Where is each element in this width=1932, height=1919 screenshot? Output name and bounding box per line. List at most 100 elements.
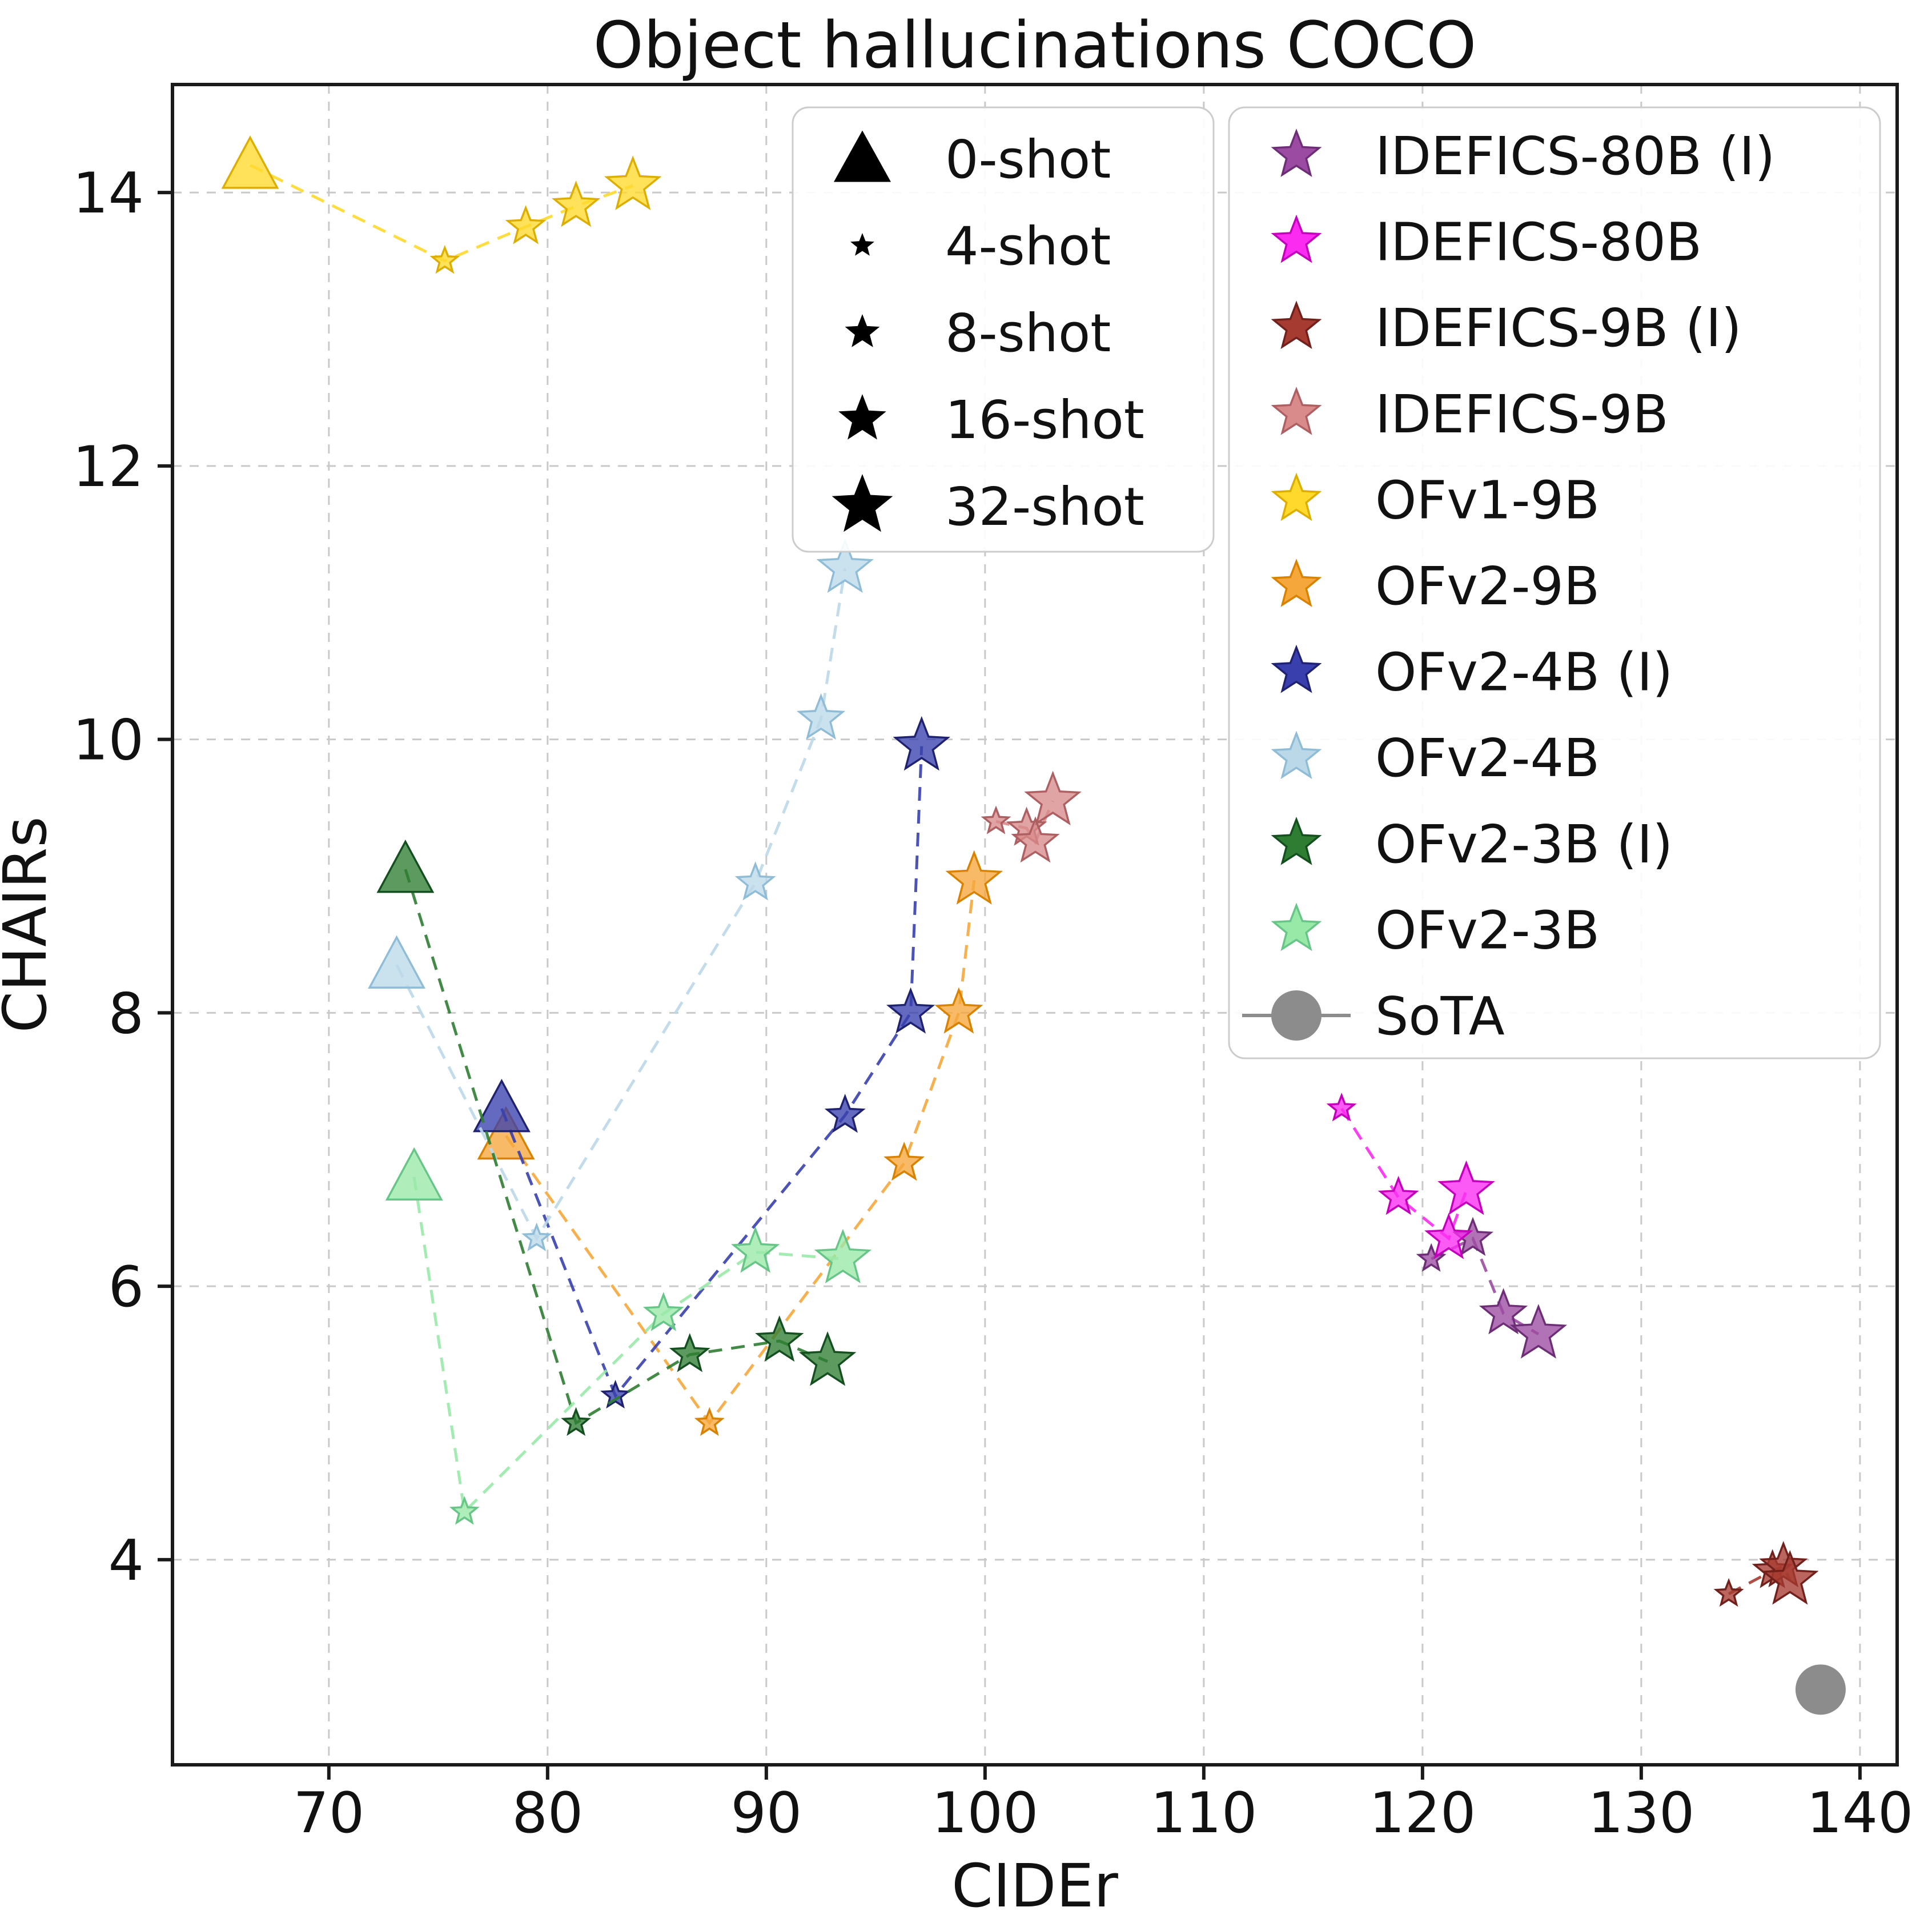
marker-OFv2-4B (I)-4-shot bbox=[600, 1379, 631, 1409]
plot-border bbox=[171, 83, 1899, 1767]
line-OFv2-4B bbox=[395, 568, 847, 1242]
model-legend-star-icon bbox=[1271, 300, 1322, 350]
marker-OFv2-4B (I)-32-shot bbox=[893, 716, 950, 771]
marker-IDEFICS-80B-8-shot bbox=[1377, 1175, 1419, 1215]
model-legend-label: OFv2-9B bbox=[1375, 556, 1600, 617]
marker-OFv2-3B-0-shot bbox=[385, 1147, 443, 1201]
marker-OFv2-9B-8-shot bbox=[883, 1141, 925, 1181]
tick-label-x-140: 140 bbox=[1806, 1781, 1913, 1846]
tick-label-y-4: 4 bbox=[109, 1528, 144, 1593]
marker-OFv2-3B (I)-8-shot bbox=[669, 1333, 710, 1372]
marker-OFv2-9B-0-shot bbox=[477, 1106, 535, 1160]
marker-OFv2-3B-8-shot bbox=[642, 1292, 684, 1331]
tick-label-x-100: 100 bbox=[931, 1781, 1038, 1846]
marker-OFv2-9B-32-shot bbox=[945, 850, 1003, 905]
tick-label-x-110: 110 bbox=[1150, 1781, 1257, 1846]
marker-OFv2-4B-0-shot bbox=[368, 935, 426, 989]
tick-label-y-8: 8 bbox=[109, 981, 144, 1046]
model-legend-label: IDEFICS-80B (I) bbox=[1375, 126, 1775, 187]
tick-label-x-80: 80 bbox=[512, 1781, 584, 1846]
marker-IDEFICS-80B-4-shot bbox=[1326, 1093, 1357, 1122]
marker-OFv2-4B-4-shot bbox=[521, 1222, 552, 1251]
marker-OFv2-3B-16-shot bbox=[731, 1226, 780, 1273]
shot-legend-star-icon bbox=[832, 474, 893, 532]
marker-OFv1-9B-8-shot bbox=[505, 205, 547, 244]
model-legend-star-icon bbox=[1271, 816, 1322, 865]
shot-legend-triangle-icon bbox=[834, 130, 891, 182]
marker-OFv2-4B (I)-8-shot bbox=[824, 1094, 866, 1133]
model-legend-star-icon bbox=[1271, 214, 1322, 263]
shot-legend-label: 16-shot bbox=[945, 390, 1144, 451]
marker-sota bbox=[1795, 1664, 1846, 1715]
model-legend-sota-icon bbox=[1271, 990, 1322, 1041]
marker-IDEFICS-80B (I)-32-shot bbox=[1509, 1304, 1568, 1359]
model-legend-label: OFv2-3B bbox=[1375, 900, 1600, 961]
marker-IDEFICS-80B (I)-16-shot bbox=[1479, 1288, 1528, 1335]
shot-legend-star-icon bbox=[850, 233, 874, 256]
tick-label-x-70: 70 bbox=[293, 1781, 364, 1846]
marker-OFv1-9B-32-shot bbox=[604, 155, 662, 210]
marker-OFv2-4B-32-shot bbox=[816, 538, 874, 593]
model-legend-star-icon bbox=[1271, 472, 1322, 521]
marker-OFv2-4B-16-shot bbox=[796, 693, 846, 740]
x-axis-label: CIDEr bbox=[951, 1851, 1118, 1919]
model-legend-label: IDEFICS-80B bbox=[1375, 212, 1702, 273]
marker-IDEFICS-9B (I)-4-shot bbox=[1713, 1577, 1744, 1607]
marker-OFv2-4B (I)-16-shot bbox=[886, 987, 935, 1034]
model-legend-star-icon bbox=[1271, 902, 1322, 952]
tick-label-y-6: 6 bbox=[109, 1255, 144, 1320]
model-legend-star-icon bbox=[1271, 129, 1322, 177]
tick-label-y-12: 12 bbox=[73, 435, 144, 500]
marker-OFv1-9B-16-shot bbox=[552, 180, 601, 227]
line-OFv2-4B (I) bbox=[500, 746, 923, 1399]
marker-OFv2-3B (I)-0-shot bbox=[376, 839, 435, 893]
marker-OFv2-3B-32-shot bbox=[814, 1229, 872, 1284]
shot-legend-star-icon bbox=[838, 394, 886, 440]
model-legend-label: OFv2-4B (I) bbox=[1375, 642, 1673, 703]
tick-label-x-130: 130 bbox=[1588, 1781, 1694, 1846]
marker-OFv2-3B (I)-4-shot bbox=[561, 1407, 592, 1436]
shot-legend-label: 4-shot bbox=[945, 216, 1111, 277]
axes-layer: 70 80 90 100 110 120 130 140 4 6 8 10 12 14 bbox=[73, 83, 1913, 1846]
shot-legend-label: 32-shot bbox=[945, 476, 1144, 537]
marker-IDEFICS-80B (I)-4-shot bbox=[1416, 1243, 1447, 1272]
legend-layer: 0-shot 4-shot 8-shot 16-shot 32-shot IDEFICS-… bbox=[792, 106, 1881, 1059]
marker-IDEFICS-80B-16-shot bbox=[1424, 1213, 1473, 1259]
line-OFv2-9B bbox=[505, 880, 976, 1426]
marker-OFv2-3B (I)-16-shot bbox=[755, 1315, 804, 1362]
model-legend-label: OFv1-9B bbox=[1375, 469, 1600, 531]
marker-OFv2-4B (I)-0-shot bbox=[472, 1078, 531, 1133]
marker-OFv2-3B (I)-32-shot bbox=[798, 1331, 857, 1386]
tick-label-y-14: 14 bbox=[73, 161, 144, 226]
model-legend-box bbox=[1228, 106, 1881, 1059]
marker-IDEFICS-9B-16-shot bbox=[1011, 816, 1060, 863]
tick-label-x-120: 120 bbox=[1369, 1781, 1476, 1846]
model-legend-label: IDEFICS-9B (I) bbox=[1375, 298, 1742, 359]
marker-OFv1-9B-4-shot bbox=[429, 244, 460, 274]
shot-legend-box bbox=[792, 106, 1215, 553]
shot-legend-label: 0-shot bbox=[945, 129, 1111, 190]
model-legend-star-icon bbox=[1271, 386, 1322, 435]
model-legend-label: OFv2-3B (I) bbox=[1375, 814, 1673, 875]
marker-OFv2-9B-16-shot bbox=[934, 987, 983, 1034]
marker-OFv2-4B-8-shot bbox=[734, 861, 776, 901]
shot-legend-label: 8-shot bbox=[945, 303, 1111, 364]
marker-OFv2-9B-4-shot bbox=[694, 1407, 725, 1436]
model-legend-label: SoTA bbox=[1375, 986, 1505, 1047]
marker-IDEFICS-9B (I)-32-shot bbox=[1761, 1549, 1819, 1605]
tick-label-y-10: 10 bbox=[73, 708, 144, 773]
series-layer bbox=[221, 135, 1846, 1715]
marker-IDEFICS-80B-32-shot bbox=[1437, 1160, 1495, 1215]
tick-label-x-90: 90 bbox=[731, 1781, 802, 1846]
y-axis-label: CHAIRs bbox=[0, 816, 60, 1033]
shot-legend-star-icon bbox=[845, 314, 880, 347]
model-legend-star-icon bbox=[1271, 730, 1322, 780]
marker-IDEFICS-9B-4-shot bbox=[981, 805, 1011, 834]
model-legend-label: IDEFICS-9B bbox=[1375, 384, 1669, 445]
marker-IDEFICS-9B-32-shot bbox=[1024, 770, 1082, 826]
model-legend-star-icon bbox=[1271, 559, 1322, 607]
model-legend-star-icon bbox=[1271, 644, 1322, 693]
marker-OFv2-3B-4-shot bbox=[449, 1496, 480, 1525]
line-IDEFICS-80B bbox=[1340, 1107, 1468, 1241]
